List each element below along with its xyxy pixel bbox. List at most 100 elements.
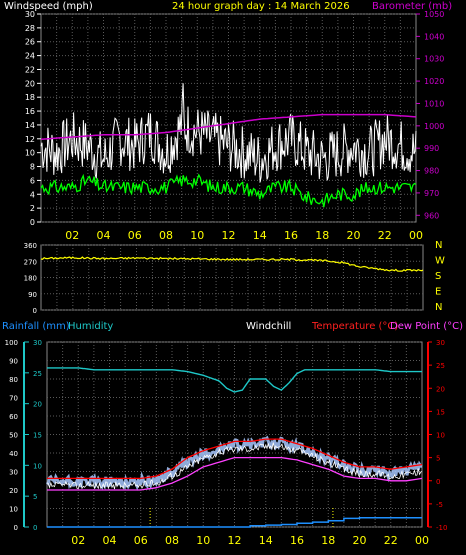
y-tick-label: 10 bbox=[436, 432, 445, 440]
compass-label: S bbox=[435, 271, 441, 282]
x-tick-label: 20 bbox=[347, 229, 361, 242]
y-tick-label: 360 bbox=[24, 242, 37, 250]
y-tick-label: 1050 bbox=[424, 10, 444, 19]
y-tick-label: 180 bbox=[24, 275, 37, 283]
y-tick-label: 1020 bbox=[424, 77, 444, 86]
y-tick-label: -5 bbox=[436, 501, 443, 509]
legend-dewpoint: Dew Point (°C) bbox=[390, 321, 463, 332]
y-tick-label: 980 bbox=[424, 167, 439, 176]
x-tick-label: 00 bbox=[415, 534, 429, 547]
y-tick-label: 0 bbox=[14, 524, 18, 532]
x-tick-label: 20 bbox=[353, 534, 367, 547]
compass-label: N bbox=[435, 240, 442, 251]
legend-rainfall: Rainfall (mm) bbox=[2, 321, 70, 332]
barometer-line bbox=[40, 113, 417, 140]
compass-label: W bbox=[435, 256, 445, 267]
y-tick-label: 26 bbox=[25, 38, 35, 47]
x-tick-label: 22 bbox=[378, 229, 392, 242]
chart-title: 24 hour graph day : 14 March 2026 bbox=[172, 1, 350, 12]
y-tick-label: 28 bbox=[25, 24, 35, 33]
x-tick-label: 04 bbox=[97, 229, 111, 242]
y-tick-label: 960 bbox=[424, 211, 439, 220]
y-tick-label: 30 bbox=[9, 469, 18, 477]
x-tick-label: 16 bbox=[290, 534, 304, 547]
wind-direction-line bbox=[40, 256, 424, 272]
x-tick-label: 18 bbox=[315, 229, 329, 242]
x-tick-label: 00 bbox=[409, 229, 423, 242]
y-tick-label: 90 bbox=[9, 358, 18, 366]
y-tick-label: 30 bbox=[25, 10, 35, 19]
legend-windchill: Windchill bbox=[246, 321, 291, 332]
y-tick-label: 970 bbox=[424, 189, 439, 198]
legend-humidity: Humidity bbox=[68, 321, 113, 332]
wind-barometer-panel: 0246810121416182022242628309609709809901… bbox=[25, 10, 445, 242]
right-axis-label: Barometer (mb) bbox=[372, 1, 452, 12]
legend-temperature: Temperature (°C) bbox=[311, 321, 398, 332]
y-tick-label: 15 bbox=[33, 432, 42, 440]
y-tick-label: 24 bbox=[25, 52, 35, 61]
y-tick-label: 20 bbox=[436, 385, 445, 393]
temperature-line bbox=[47, 438, 423, 480]
x-tick-label: 14 bbox=[259, 534, 273, 547]
y-tick-label: 0 bbox=[33, 524, 37, 532]
y-tick-label: 2 bbox=[30, 204, 35, 213]
y-tick-label: 12 bbox=[25, 135, 35, 144]
wind-average-line bbox=[40, 173, 417, 208]
x-tick-label: 06 bbox=[134, 534, 148, 547]
y-tick-label: 990 bbox=[424, 144, 439, 153]
y-tick-label: 30 bbox=[436, 339, 445, 347]
x-tick-label: 14 bbox=[253, 229, 267, 242]
y-tick-label: 25 bbox=[436, 362, 445, 370]
y-tick-label: 0 bbox=[33, 307, 37, 315]
y-tick-label: 25 bbox=[33, 370, 42, 378]
x-tick-label: 10 bbox=[196, 534, 210, 547]
x-tick-label: 10 bbox=[190, 229, 204, 242]
rainfall-line bbox=[47, 517, 422, 528]
y-tick-label: 16 bbox=[25, 107, 35, 116]
y-tick-label: 50 bbox=[9, 432, 18, 440]
wind-gust-line bbox=[40, 83, 417, 183]
y-tick-label: 70 bbox=[9, 395, 18, 403]
y-tick-label: 20 bbox=[33, 401, 42, 409]
y-tick-label: 5 bbox=[33, 493, 37, 501]
y-tick-label: 1010 bbox=[424, 99, 444, 108]
compass-label: N bbox=[435, 302, 442, 313]
temperature-humidity-panel: 0102030405060708090100051015202530-10-50… bbox=[5, 339, 448, 547]
x-tick-label: 12 bbox=[222, 229, 236, 242]
left-axis-label: Windspeed (mph) bbox=[4, 1, 93, 12]
x-tick-label: 02 bbox=[71, 534, 85, 547]
y-tick-label: 10 bbox=[9, 506, 18, 514]
x-tick-label: 22 bbox=[384, 534, 398, 547]
y-tick-label: 20 bbox=[9, 487, 18, 495]
x-tick-label: 12 bbox=[228, 534, 242, 547]
y-tick-label: 1040 bbox=[424, 32, 444, 41]
y-tick-label: 90 bbox=[28, 291, 37, 299]
y-tick-label: 20 bbox=[25, 79, 35, 88]
y-tick-label: 60 bbox=[9, 413, 18, 421]
humidity-line bbox=[47, 367, 422, 393]
y-tick-label: 10 bbox=[25, 149, 35, 158]
y-tick-label: 4 bbox=[30, 190, 35, 199]
x-tick-label: 18 bbox=[321, 534, 335, 547]
x-tick-label: 06 bbox=[128, 229, 142, 242]
x-tick-label: 16 bbox=[284, 229, 298, 242]
y-tick-label: -10 bbox=[436, 524, 447, 532]
y-tick-label: 18 bbox=[25, 93, 35, 102]
y-tick-label: 270 bbox=[24, 258, 37, 266]
y-tick-label: 80 bbox=[9, 376, 18, 384]
y-tick-label: 100 bbox=[5, 339, 18, 347]
y-tick-label: 0 bbox=[30, 218, 35, 227]
y-tick-label: 1000 bbox=[424, 122, 444, 131]
y-tick-label: 22 bbox=[25, 65, 35, 74]
y-tick-label: 40 bbox=[9, 450, 18, 458]
compass-label: E bbox=[435, 287, 441, 298]
y-tick-label: 15 bbox=[436, 408, 445, 416]
y-tick-label: 14 bbox=[25, 121, 35, 130]
y-tick-label: 1030 bbox=[424, 55, 444, 64]
windchill-line bbox=[46, 442, 423, 490]
y-tick-label: 6 bbox=[30, 176, 35, 185]
x-tick-label: 02 bbox=[65, 229, 79, 242]
plot-frame bbox=[40, 13, 417, 223]
